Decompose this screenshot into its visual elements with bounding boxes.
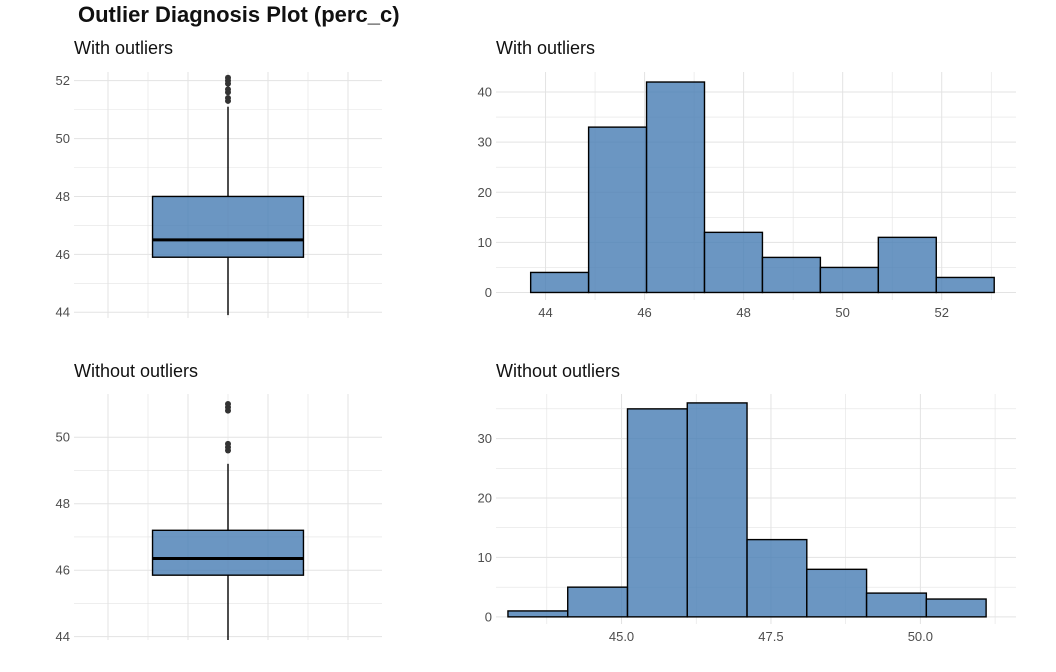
y-tick-label: 52: [56, 73, 70, 88]
histogram-bar: [626, 408, 688, 618]
x-tick-label: 44: [538, 305, 552, 320]
y-tick-label: 20: [478, 491, 492, 506]
histogram-bar: [587, 126, 648, 294]
y-tick-label: 40: [478, 85, 492, 100]
figure-title: Outlier Diagnosis Plot (perc_c): [78, 2, 400, 27]
panel-box-with-outliers: With outliers 44 46 48 50 52: [56, 38, 382, 320]
plot-area-box-without: 44 46 48 50: [56, 394, 382, 644]
y-tick-label: 30: [478, 135, 492, 150]
panel-title-hist-with: With outliers: [496, 38, 595, 58]
histogram-bar: [507, 610, 569, 618]
outlier-point: [225, 95, 231, 102]
x-tick-label: 50: [835, 305, 849, 320]
x-tick-label: 46: [637, 305, 651, 320]
x-tick-label: 47.5: [758, 629, 783, 644]
panel-hist-with-outliers: With outliers 0 10 20 30 40 44 46 48 50 52: [478, 38, 1016, 320]
histogram-bar: [761, 256, 822, 294]
panel-title-box-without: Without outliers: [74, 361, 198, 381]
histogram-bar: [686, 402, 748, 618]
y-tick-label: 10: [478, 235, 492, 250]
box-iqr: [151, 529, 305, 576]
y-tick-label: 44: [56, 629, 70, 644]
histogram-bar: [925, 598, 987, 618]
panel-title-box-with: With outliers: [74, 38, 173, 58]
outlier-point: [225, 74, 231, 81]
x-tick-label: 50.0: [908, 629, 933, 644]
histogram-bar: [645, 81, 706, 294]
plot-area-hist-without: 0 10 20 30 45.0 47.5 50.0: [478, 394, 1016, 644]
panel-box-without-outliers: Without outliers 44 46 48 50: [56, 361, 382, 644]
x-tick-label: 45.0: [609, 629, 634, 644]
outlier-point: [225, 440, 231, 447]
y-tick-label: 46: [56, 247, 70, 262]
histogram-bar: [819, 266, 880, 294]
x-tick-label: 48: [736, 305, 750, 320]
y-tick-label: 46: [56, 563, 70, 578]
outlier-point: [225, 400, 231, 407]
histogram-bar: [806, 568, 868, 618]
y-tick-label: 44: [56, 305, 70, 320]
y-tick-label: 0: [485, 285, 492, 300]
panel-hist-without-outliers: Without outliers 0 10 20 30 45.0 47.5 50.0: [478, 361, 1016, 644]
box-iqr: [151, 195, 305, 258]
y-tick-label: 30: [478, 431, 492, 446]
plot-area-box-with: 44 46 48 50 52: [56, 72, 382, 320]
y-tick-label: 50: [56, 131, 70, 146]
histogram-bar: [529, 271, 590, 294]
histogram-bar: [703, 231, 764, 294]
y-tick-label: 10: [478, 550, 492, 565]
histogram-bar: [567, 586, 629, 618]
plot-area-hist-with: 0 10 20 30 40 44 46 48 50 52: [478, 72, 1016, 320]
y-tick-label: 20: [478, 185, 492, 200]
histogram-bar: [877, 236, 937, 294]
y-tick-label: 50: [56, 430, 70, 445]
x-tick-label: 52: [934, 305, 948, 320]
histogram-bar: [935, 276, 995, 294]
outlier-point: [225, 86, 231, 93]
y-tick-label: 48: [56, 189, 70, 204]
panel-title-hist-without: Without outliers: [496, 361, 620, 381]
histogram-bar: [746, 538, 808, 618]
y-tick-label: 0: [485, 609, 492, 624]
y-tick-label: 48: [56, 496, 70, 511]
histogram-bar: [865, 592, 928, 618]
